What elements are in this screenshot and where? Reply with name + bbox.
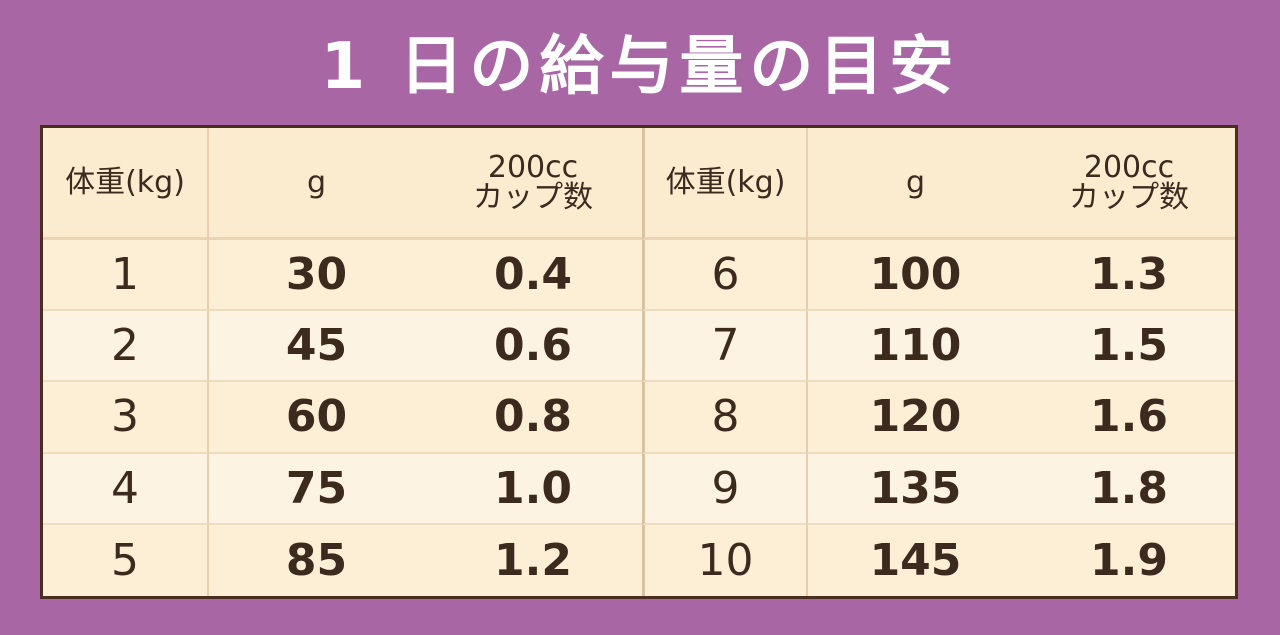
header-cell: 体重(kg) [642, 128, 808, 240]
table-cell: 1.9 [1090, 534, 1168, 586]
table-cell: 0.6 [424, 311, 642, 383]
table-cell: 100 [808, 240, 1023, 312]
table-cell: 30 [209, 240, 424, 312]
table-cell: 8 [642, 382, 808, 454]
table-cell: 5 [43, 524, 209, 596]
table-cell: 0.4 [424, 240, 642, 312]
table-cell: 110 [808, 311, 1023, 383]
header-cell: 体重(kg) [43, 128, 209, 240]
header-cell: g [209, 128, 424, 240]
title: 1 日の給与量の目安 [320, 30, 960, 104]
table-cell: 85 [285, 534, 348, 586]
table-cell: 10 [642, 524, 808, 596]
table-cell: 1.5 [1023, 311, 1235, 383]
header-cell: 200cc カップ数 [424, 128, 642, 240]
table-cell: 7 [642, 311, 808, 383]
table-cell: 75 [209, 453, 424, 525]
table-cell: 6 [642, 240, 808, 312]
feeding-table: 体重(kg) g 200cc カップ数 体重(kg) g 200cc カップ数 1 30 0.4… [40, 125, 1238, 599]
table-cell: 120 [808, 382, 1023, 454]
table-cell: 1.3 [1023, 240, 1235, 312]
table-cell: 2 [43, 311, 209, 383]
table-cell: 1.0 [424, 453, 642, 525]
table-cell: 45 [209, 311, 424, 383]
table-cell: 1.6 [1023, 382, 1235, 454]
table-cell: 0.8 [424, 382, 642, 454]
table-cell: 1.8 [1023, 453, 1235, 525]
table-cell: 9 [642, 453, 808, 525]
table-cell: 1.2 [494, 534, 572, 586]
table-cell: 1 [43, 240, 209, 312]
table-cell: 60 [209, 382, 424, 454]
header-cell: g [808, 128, 1023, 240]
table-cell: 3 [43, 382, 209, 454]
table-cell: 145 [869, 534, 962, 586]
table-cell: 4 [43, 453, 209, 525]
header-cell: 200cc カップ数 [1023, 128, 1235, 240]
table-cell: 135 [808, 453, 1023, 525]
